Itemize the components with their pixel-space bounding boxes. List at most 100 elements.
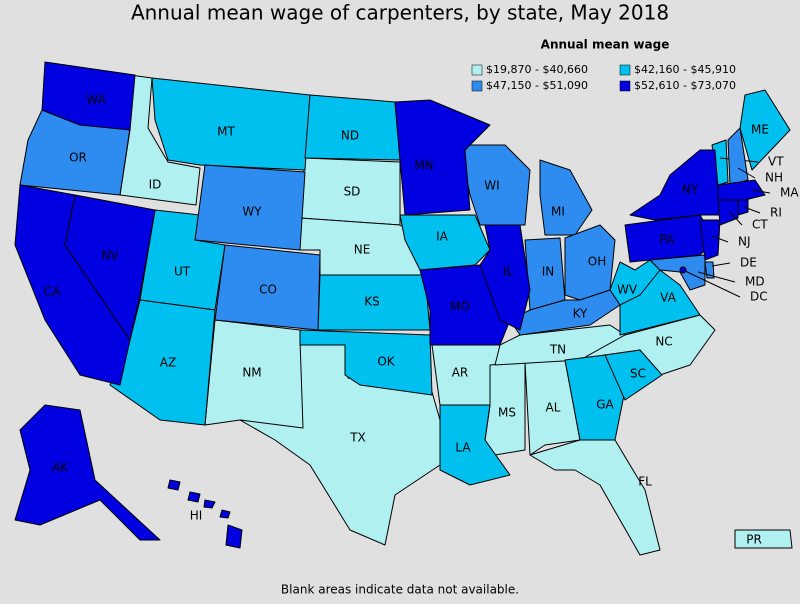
state-label: UT xyxy=(174,265,191,279)
state-label: AR xyxy=(452,366,469,380)
leader-line xyxy=(697,271,736,283)
state-label: SD xyxy=(344,185,361,199)
leader-line xyxy=(729,211,743,226)
leader-line xyxy=(711,235,729,243)
state: WY xyxy=(194,164,306,251)
state-shape xyxy=(439,404,511,486)
state-shape xyxy=(64,194,156,341)
state-label: NV xyxy=(101,249,119,263)
state-label: CT xyxy=(752,218,768,232)
state: KS xyxy=(317,274,431,331)
state-label: NJ xyxy=(738,235,751,249)
state-label: WV xyxy=(617,283,638,297)
state-label: IL xyxy=(503,265,514,279)
footnote: Blank areas indicate data not available. xyxy=(281,583,519,597)
state-label: DC xyxy=(750,290,768,304)
state-shape xyxy=(699,219,721,261)
state: DE xyxy=(704,256,757,279)
state-label: NE xyxy=(354,243,371,257)
states: ID SD NE NM TX AR MS AL TN NC FL PR MT ND UT AZ KS OK IA LA… xyxy=(14,61,799,556)
state: HI xyxy=(167,479,243,549)
state-label: LA xyxy=(455,441,471,455)
state: FL xyxy=(529,439,661,556)
state-label: CO xyxy=(259,283,277,297)
state: SD xyxy=(299,157,401,226)
legend-label: $47,150 - $51,090 xyxy=(486,79,588,92)
state-shape xyxy=(479,224,531,331)
state-shape xyxy=(394,99,491,216)
state: AK xyxy=(14,404,161,541)
state: AL xyxy=(524,359,581,456)
state-shape xyxy=(41,61,136,131)
state-shape xyxy=(203,499,216,509)
state-label: WA xyxy=(86,93,106,107)
state: NJ xyxy=(699,219,751,261)
state: IN xyxy=(524,237,566,311)
state-shape xyxy=(539,159,593,236)
legend-swatch xyxy=(619,80,631,92)
legend: $19,870 - $40,660 $42,160 - $45,910 $47,15… xyxy=(471,63,736,92)
state-label: GA xyxy=(596,398,614,412)
state-label: OK xyxy=(377,355,395,369)
state-label: MN xyxy=(414,159,433,173)
state-label: ME xyxy=(751,123,769,137)
state-shape xyxy=(717,179,766,201)
state-label: PA xyxy=(660,233,675,247)
state-label: MD xyxy=(745,275,765,289)
state-shape xyxy=(194,164,306,251)
state: NV xyxy=(64,194,156,341)
state-label: OR xyxy=(69,151,87,165)
state: MA xyxy=(717,179,799,201)
state-shape xyxy=(564,354,626,441)
state-label: NY xyxy=(682,183,699,197)
state-label: SC xyxy=(630,367,646,381)
state-shape xyxy=(459,144,531,226)
state: MT xyxy=(151,77,311,171)
state-label: AK xyxy=(52,461,69,475)
state-label: WI xyxy=(484,179,499,193)
state: OR xyxy=(19,109,131,196)
state: ME xyxy=(739,89,791,171)
state: RI xyxy=(737,199,782,220)
state-label: PR xyxy=(746,533,762,547)
state: SC xyxy=(604,349,663,401)
state-label: KS xyxy=(364,295,380,309)
leader-line xyxy=(751,189,771,194)
state-shape xyxy=(604,349,663,401)
state-shape xyxy=(214,244,321,331)
legend-swatch xyxy=(619,64,631,76)
state-label: AL xyxy=(546,401,561,415)
state: NC xyxy=(579,314,716,376)
state: PR xyxy=(734,529,793,549)
legend-swatch xyxy=(471,64,483,76)
leader-line xyxy=(743,206,761,214)
state-label: TN xyxy=(549,343,566,357)
state-shape xyxy=(304,94,401,161)
state-shape xyxy=(739,89,791,171)
leader-line xyxy=(682,269,741,298)
state-label: TX xyxy=(349,431,366,445)
state: IL xyxy=(479,224,531,331)
state-label: VA xyxy=(660,291,676,305)
state: GA xyxy=(564,354,626,441)
state-shape xyxy=(509,289,621,336)
legend-swatch xyxy=(471,80,483,92)
state-shape xyxy=(737,199,749,216)
state-label: ID xyxy=(149,178,162,192)
state-shape xyxy=(167,479,181,491)
state-shape xyxy=(629,149,721,221)
state-label: MT xyxy=(217,125,235,139)
state-dot xyxy=(679,266,687,274)
state: MS xyxy=(484,361,526,456)
state-shape xyxy=(219,509,231,519)
state-label: KY xyxy=(573,307,588,321)
state-shape xyxy=(187,491,201,503)
state: CT xyxy=(717,199,768,232)
state: WI xyxy=(459,144,531,226)
state: WV xyxy=(609,259,661,306)
legend-label: $52,610 - $73,070 xyxy=(634,79,736,92)
state-label: MO xyxy=(450,300,470,314)
leader-line xyxy=(737,167,756,179)
state: CO xyxy=(214,244,321,331)
